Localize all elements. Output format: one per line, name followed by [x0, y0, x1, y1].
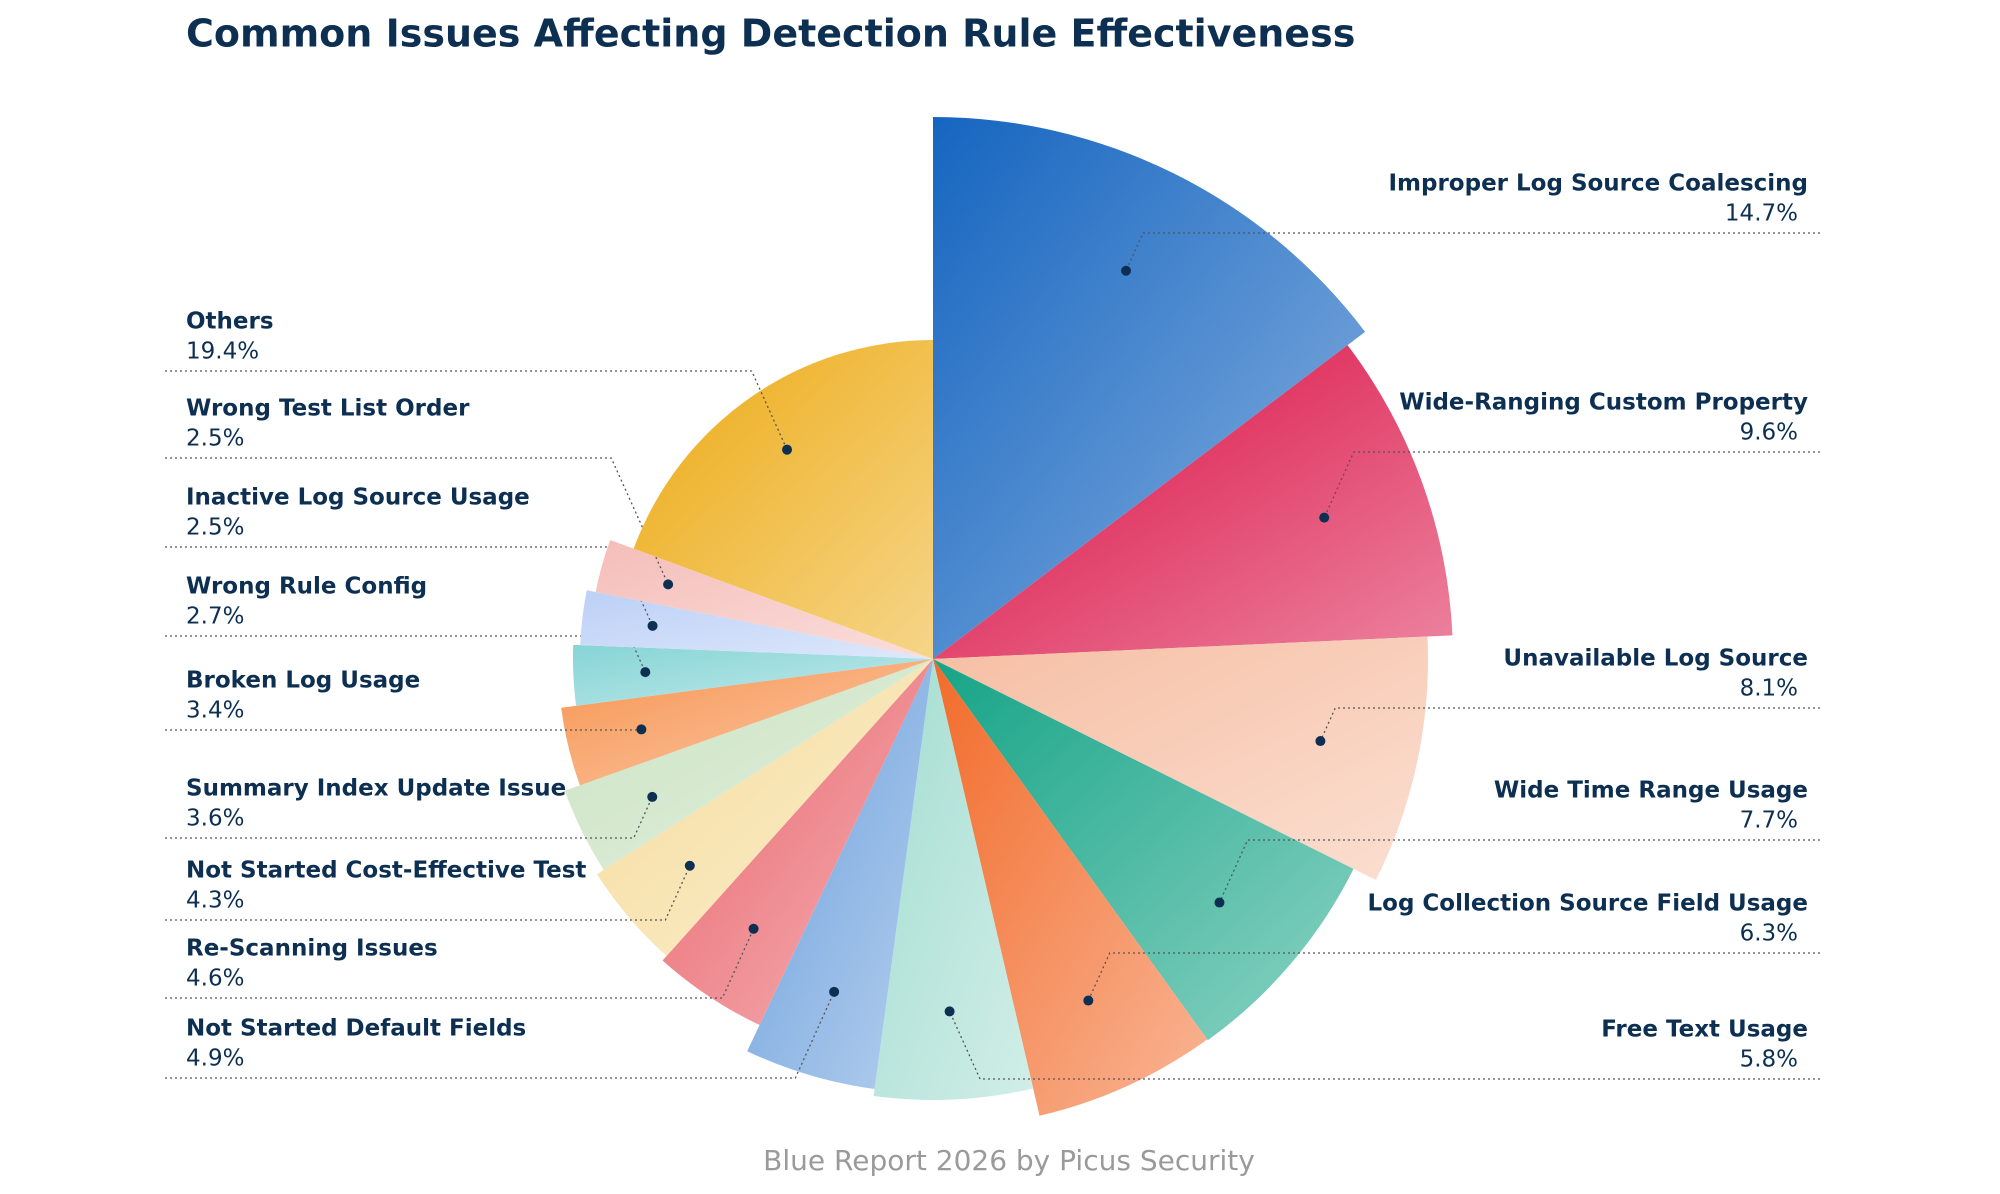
pie-slice: [747, 659, 933, 1090]
pie-slice: [662, 659, 933, 1025]
slice-value-label: 6.3%: [1740, 921, 1798, 947]
slice-value-label: 2.5%: [186, 426, 244, 452]
pie-slice: [933, 117, 1366, 659]
slice-value-label: 9.6%: [1740, 420, 1798, 446]
slice-value-label: 14.7%: [1725, 201, 1798, 227]
leader-line: [1319, 707, 1820, 742]
slice-label: Broken Log Usage: [186, 668, 420, 694]
leader-line: [1125, 232, 1820, 271]
slice-value-label: 2.5%: [186, 515, 244, 541]
leader-dot: [782, 444, 793, 455]
leader-line: [1323, 451, 1820, 518]
pie-slice: [597, 659, 933, 956]
pie-slice: [933, 636, 1428, 881]
pie-slice: [595, 540, 933, 659]
leader-line: [165, 991, 835, 1079]
leader-dot: [647, 791, 658, 802]
pie-slice: [580, 590, 933, 659]
slice-label: Improper Log Source Coalescing: [1388, 171, 1808, 197]
slice-value-label: 4.3%: [186, 888, 244, 914]
slice-label: Free Text Usage: [1601, 1017, 1808, 1043]
slice-value-label: 4.6%: [186, 966, 244, 992]
slice-value-label: 3.4%: [186, 698, 244, 724]
slice-label: Wide Time Range Usage: [1494, 778, 1808, 804]
slice-label: Not Started Default Fields: [186, 1016, 526, 1042]
leader-dot: [1319, 512, 1330, 523]
pie-slice: [561, 659, 933, 786]
leader-line: [1218, 839, 1820, 903]
slice-label: Unavailable Log Source: [1503, 646, 1808, 672]
leader-line: [165, 928, 755, 999]
slice-value-label: 3.6%: [186, 806, 244, 832]
slice-label: Re-Scanning Issues: [186, 936, 438, 962]
leader-dot: [647, 620, 658, 631]
slice-value-label: 19.4%: [186, 339, 259, 365]
slice-value-label: 5.8%: [1740, 1047, 1798, 1073]
slice-value-label: 7.7%: [1740, 808, 1798, 834]
leader-dot: [636, 724, 647, 735]
leader-dot: [748, 923, 759, 934]
leader-dot: [829, 986, 840, 997]
leader-line: [165, 457, 669, 585]
leader-dot: [1214, 897, 1225, 908]
leader-dot: [944, 1006, 955, 1017]
pie-slice: [933, 345, 1453, 659]
leader-dot: [1121, 265, 1132, 276]
leader-dot: [663, 579, 674, 590]
pie-slice: [873, 659, 1034, 1100]
pie-slice: [564, 659, 933, 870]
slice-label: Not Started Cost-Effective Test: [186, 858, 586, 884]
leader-line: [165, 635, 646, 673]
slice-label: Wide-Ranging Custom Property: [1399, 390, 1808, 416]
slice-value-label: 2.7%: [186, 604, 244, 630]
leader-line: [1087, 952, 1820, 1001]
slice-label: Others: [186, 309, 274, 335]
leader-dot: [1083, 995, 1094, 1006]
leader-line: [165, 546, 654, 627]
pie-slice: [933, 659, 1208, 1116]
slice-label: Summary Index Update Issue: [186, 776, 566, 802]
leader-dot: [1315, 736, 1326, 747]
pie-slice: [933, 659, 1354, 1041]
leader-line: [165, 370, 788, 450]
slice-label: Log Collection Source Field Usage: [1368, 891, 1809, 917]
chart-title: Common Issues Affecting Detection Rule E…: [186, 12, 1355, 56]
leader-dot: [640, 667, 651, 678]
slice-label: Wrong Test List Order: [186, 396, 470, 422]
slice-value-label: 8.1%: [1740, 676, 1798, 702]
leader-dot: [684, 860, 695, 871]
pie-slice: [572, 644, 933, 706]
footer: Blue Report 2026 by Picus Security: [763, 1144, 1255, 1177]
leader-line: [165, 865, 691, 921]
slice-label: Inactive Log Source Usage: [186, 485, 530, 511]
leader-line: [165, 796, 653, 839]
slice-label: Wrong Rule Config: [186, 574, 427, 600]
pie-slice: [633, 340, 933, 659]
slice-value-label: 4.9%: [186, 1046, 244, 1072]
